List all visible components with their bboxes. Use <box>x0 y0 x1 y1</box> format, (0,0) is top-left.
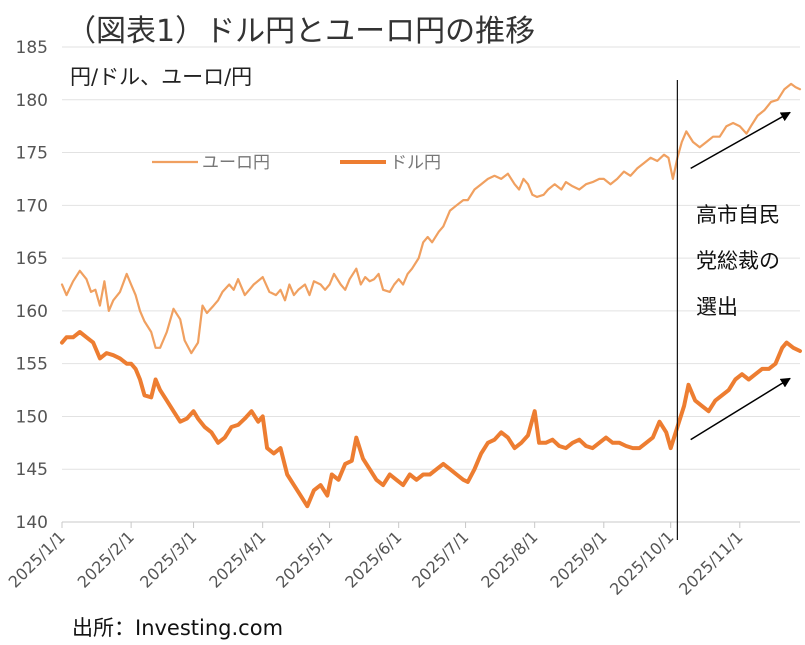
x-tick-label: 2025/10/1 <box>606 527 677 598</box>
x-tick-label: 2025/6/1 <box>341 527 405 591</box>
chart-title: （図表1）ドル円とユーロ円の推移 <box>66 14 536 49</box>
gridlines <box>62 46 800 523</box>
y-tick-label: 180 <box>16 91 48 111</box>
y-tick-label: 175 <box>16 144 48 164</box>
x-tick-label: 2025/2/1 <box>74 527 138 591</box>
legend: ユーロ円 ドル円 <box>152 153 441 173</box>
legend-label: ドル円 <box>390 153 441 173</box>
x-tick-label: 2025/1/1 <box>5 527 69 591</box>
trend-arrow <box>690 377 791 441</box>
series-lines <box>60 82 802 509</box>
x-tick-label: 2025/5/1 <box>272 527 336 591</box>
y-tick-label: 140 <box>16 513 48 533</box>
trend-arrow <box>690 111 791 170</box>
series-line <box>60 82 802 355</box>
y-tick-label: 185 <box>16 38 48 58</box>
y-tick-label: 145 <box>16 460 48 480</box>
x-tick-label: 2025/11/1 <box>675 527 746 598</box>
unit-label: 円/ドル、ユーロ/円 <box>70 65 253 89</box>
event-label: 高市自民 <box>696 203 780 227</box>
x-tick-label: 2025/8/1 <box>477 527 541 591</box>
y-tick-label: 165 <box>16 249 48 269</box>
event-label: 選出 <box>696 295 738 319</box>
y-tick-label: 150 <box>16 407 48 427</box>
y-axis-ticks: 140 145 150 155 160 165 170 175 180 185 <box>16 38 48 533</box>
event-label: 党総裁の <box>696 249 780 273</box>
x-tick-label: 2025/4/1 <box>205 527 269 591</box>
y-tick-label: 160 <box>16 302 48 322</box>
x-tick-label: 2025/7/1 <box>408 527 472 591</box>
source-note: 出所：Investing.com <box>72 616 284 640</box>
series-line <box>60 330 802 509</box>
legend-label: ユーロ円 <box>202 153 270 173</box>
y-tick-label: 170 <box>16 196 48 216</box>
y-tick-label: 155 <box>16 355 48 375</box>
x-tick-label: 2025/3/1 <box>136 527 200 591</box>
x-tick-label: 2025/9/1 <box>546 527 610 591</box>
